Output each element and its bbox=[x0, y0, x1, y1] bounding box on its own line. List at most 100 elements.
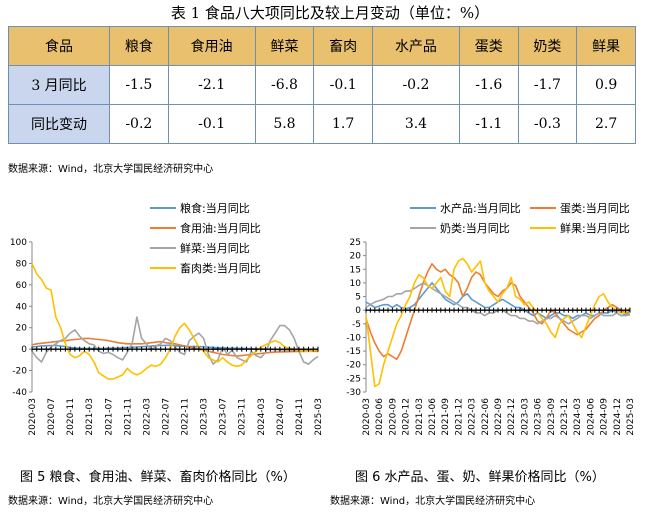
table-header-row: 食品 粮食 食用油 鲜菜 畜肉 水产品 蛋类 奶类 鲜果 bbox=[8, 26, 636, 66]
table-header-cell: 鲜菜 bbox=[254, 26, 315, 66]
x-tick-label: 2023-06 bbox=[534, 398, 544, 436]
y-tick-label: -20 bbox=[12, 367, 27, 377]
y-tick-label: 20 bbox=[16, 324, 28, 334]
x-tick-label: 2022-09 bbox=[494, 398, 504, 436]
x-tick-label: 2021-09 bbox=[441, 398, 451, 436]
series-line bbox=[31, 337, 319, 357]
table-header-cell: 食用油 bbox=[167, 26, 256, 66]
table-cell: -1.6 bbox=[458, 65, 519, 105]
legend-label: 食用油:当月同比 bbox=[180, 221, 261, 235]
series-line bbox=[365, 263, 631, 361]
x-tick-label: 2024-03 bbox=[257, 398, 267, 436]
legend-label: 粮食:当月同比 bbox=[180, 201, 250, 215]
table-cell: -0.1 bbox=[313, 65, 373, 105]
x-tick-label: 2024-11 bbox=[295, 398, 305, 436]
x-tick-label: 2024-03 bbox=[573, 398, 583, 436]
series-line bbox=[365, 257, 631, 388]
legend-label: 畜肉类:当月同比 bbox=[180, 261, 261, 275]
y-tick-label: -25 bbox=[346, 374, 361, 384]
y-tick-label: 15 bbox=[350, 265, 361, 275]
table-cell: 1.7 bbox=[313, 104, 373, 144]
x-tick-label: 2020-11 bbox=[66, 398, 76, 436]
legend-label: 奶类:当月同比 bbox=[440, 221, 510, 235]
legend-label: 水产品:当月同比 bbox=[440, 201, 521, 215]
table-cell: -1.1 bbox=[458, 104, 519, 144]
y-tick-label: 10 bbox=[350, 279, 362, 289]
y-tick-label: -40 bbox=[12, 388, 27, 398]
y-tick-label: -20 bbox=[346, 361, 361, 371]
x-tick-label: 2023-09 bbox=[547, 398, 557, 436]
x-tick-label: 2023-11 bbox=[238, 398, 248, 436]
x-tick-label: 2022-06 bbox=[481, 398, 491, 436]
x-tick-label: 2024-12 bbox=[613, 398, 623, 436]
y-tick-label: 0 bbox=[21, 345, 27, 355]
table-cell: -0.1 bbox=[167, 104, 256, 144]
legend-label: 鲜菜:当月同比 bbox=[180, 241, 250, 255]
table-header-cell: 畜肉 bbox=[313, 26, 373, 66]
figure6-source-note: 数据来源：Wind，北京大学国民经济研究中心 bbox=[330, 496, 536, 507]
x-tick-label: 2023-03 bbox=[200, 398, 210, 436]
table-title: 表 1 食品八大项同比及较上月变动（单位：%） bbox=[170, 4, 490, 22]
table-row-label: 3 月同比 bbox=[8, 65, 110, 105]
table-row: 同比变动 -0.2 -0.1 5.8 1.7 3.4 -1.1 -0.3 2.7 bbox=[8, 104, 636, 144]
x-tick-label: 2022-03 bbox=[142, 398, 152, 436]
x-tick-label: 2024-06 bbox=[586, 398, 596, 436]
series-line bbox=[31, 263, 319, 380]
table-header-cell: 奶类 bbox=[517, 26, 578, 66]
figure5-source-note: 数据来源：Wind，北京大学国民经济研究中心 bbox=[8, 496, 214, 507]
figure5-caption: 图 5 粮食、食用油、鲜菜、畜肉价格同比（%） bbox=[20, 470, 296, 485]
table-header-cell: 食品 bbox=[8, 26, 110, 66]
table-cell: -6.8 bbox=[254, 65, 315, 105]
y-tick-label: 40 bbox=[16, 302, 28, 312]
table-cell: -0.2 bbox=[371, 65, 460, 105]
x-tick-label: 2021-07 bbox=[104, 398, 114, 436]
y-tick-label: 60 bbox=[16, 281, 28, 291]
y-tick-label: -10 bbox=[346, 333, 361, 343]
y-tick-label: 80 bbox=[16, 259, 28, 269]
legend-label: 蛋类:当月同比 bbox=[560, 201, 630, 215]
x-tick-label: 2023-07 bbox=[219, 398, 229, 436]
legend-label: 鲜果:当月同比 bbox=[560, 221, 630, 235]
x-tick-label: 2020-09 bbox=[388, 398, 398, 436]
x-tick-label: 2022-03 bbox=[468, 398, 478, 436]
x-tick-label: 2025-03 bbox=[626, 398, 636, 436]
table-cell: -2.1 bbox=[167, 65, 256, 105]
x-tick-label: 2020-07 bbox=[47, 398, 57, 436]
x-tick-label: 2020-03 bbox=[28, 398, 38, 436]
x-tick-label: 2024-07 bbox=[276, 398, 286, 436]
x-tick-label: 2024-09 bbox=[600, 398, 610, 436]
x-tick-label: 2021-03 bbox=[415, 398, 425, 436]
table-row-label: 同比变动 bbox=[8, 104, 110, 144]
x-tick-label: 2025-03 bbox=[314, 398, 324, 436]
x-tick-label: 2023-03 bbox=[520, 398, 530, 436]
table-cell: 3.4 bbox=[371, 104, 460, 144]
table-cell: -1.5 bbox=[109, 65, 169, 105]
x-tick-label: 2020-03 bbox=[362, 398, 372, 436]
x-tick-label: 2022-11 bbox=[181, 398, 191, 436]
table-header-cell: 粮食 bbox=[109, 26, 169, 66]
table-cell: 5.8 bbox=[254, 104, 315, 144]
x-tick-label: 2021-03 bbox=[85, 398, 95, 436]
y-tick-label: 25 bbox=[350, 238, 361, 248]
y-tick-label: -15 bbox=[346, 347, 361, 357]
table-header-cell: 鲜果 bbox=[576, 26, 636, 66]
x-tick-label: 2020-12 bbox=[402, 398, 412, 436]
y-tick-label: -5 bbox=[352, 320, 361, 330]
x-tick-label: 2021-11 bbox=[123, 398, 133, 436]
food-items-table: 食品 粮食 食用油 鲜菜 畜肉 水产品 蛋类 奶类 鲜果 3 月同比 -1.5 … bbox=[8, 26, 636, 144]
figure6-caption: 图 6 水产品、蛋、奶、鲜果价格同比（%） bbox=[355, 470, 605, 485]
x-tick-label: 2023-12 bbox=[560, 398, 570, 436]
table-cell: 2.7 bbox=[576, 104, 636, 144]
y-tick-label: 20 bbox=[350, 252, 362, 262]
table-source-note: 数据来源：Wind，北京大学国民经济研究中心 bbox=[8, 164, 214, 175]
table-header-cell: 蛋类 bbox=[458, 26, 519, 66]
table-header-cell: 水产品 bbox=[371, 26, 460, 66]
x-tick-label: 2021-06 bbox=[428, 398, 438, 436]
table-cell: -1.7 bbox=[517, 65, 578, 105]
y-tick-label: 0 bbox=[355, 306, 361, 316]
table-cell: -0.3 bbox=[517, 104, 578, 144]
y-tick-label: 100 bbox=[10, 238, 27, 248]
chart-grain-oil-veg-meat: -40 -20 0 20 40 60 80 100 2020-03 2020-07 2020-11 2… bbox=[10, 201, 324, 436]
x-tick-label: 2022-12 bbox=[507, 398, 517, 436]
